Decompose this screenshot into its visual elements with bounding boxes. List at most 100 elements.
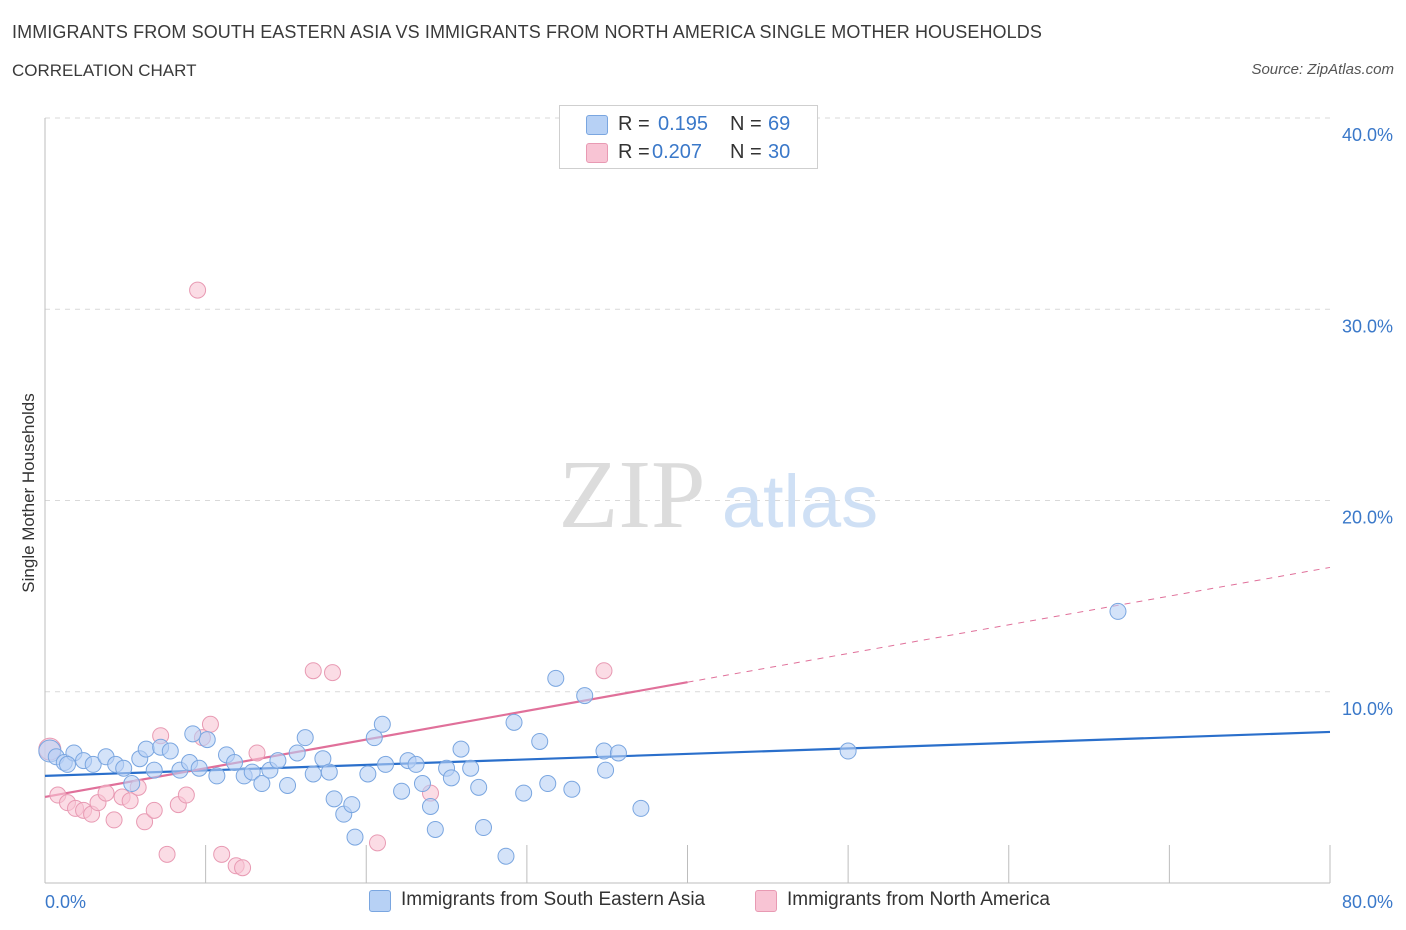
data-point [123,775,141,793]
data-point [346,828,364,846]
data-point [136,813,154,831]
data-point [145,801,163,819]
data-point [198,731,216,749]
data-point [407,755,425,773]
data-point [452,740,470,758]
data-point [365,729,383,747]
data-point [189,281,207,299]
data-point [325,790,343,808]
data-point [269,752,287,770]
data-point [158,845,176,863]
watermark-zip: ZIP [559,441,706,549]
data-points [38,281,1127,877]
legend-swatch-blue [586,115,608,135]
data-point [115,759,133,777]
data-point [121,792,139,810]
data-point [137,740,155,758]
data-point [296,729,314,747]
y-tick-label: 20.0% [1342,508,1393,528]
data-point [442,769,460,787]
legend-label: Immigrants from South Eastern Asia [401,889,706,910]
data-point [426,820,444,838]
data-point [343,796,361,814]
data-point [304,662,322,680]
data-point [839,742,857,760]
trend-line-extension [687,566,1331,683]
y-axis-label: Single Mother Households [19,393,38,592]
data-point [597,761,615,779]
data-point [1109,602,1127,620]
data-point [563,780,581,798]
data-point [576,687,594,705]
grid-lines [45,117,1330,693]
data-point [177,786,195,804]
data-point [595,662,613,680]
data-point [226,754,244,772]
data-point [288,744,306,762]
data-point [201,715,219,733]
data-point [234,859,252,877]
source-label: Source: ZipAtlas.com [1251,61,1394,78]
legend-label: Immigrants from North America [787,889,1050,910]
data-point [248,744,266,762]
data-point [84,755,102,773]
data-point [547,669,565,687]
data-point [58,755,76,773]
data-point [475,819,493,837]
data-point [145,761,163,779]
legend-r-value: 0.195 [658,113,709,135]
y-tick-label: 40.0% [1342,125,1393,145]
data-point [462,759,480,777]
data-point [505,713,523,731]
y-tick-label: 10.0% [1342,699,1393,719]
data-point [97,784,115,802]
correlation-legend: R = 0.195 N = 69 R = 0.207 N = 30 [559,105,818,169]
chart-title: IMMIGRANTS FROM SOUTH EASTERN ASIA VS IM… [12,22,1042,42]
x-tick-label-min: 0.0% [45,892,86,912]
data-point [413,775,431,793]
tick-labels: 10.0% 20.0% 30.0% 40.0% 0.0% 80.0% [45,125,1393,912]
data-point [595,742,613,760]
data-point [304,765,322,783]
legend-r-label: R = [618,113,650,135]
data-point [539,775,557,793]
data-point [393,782,411,800]
x-tick-label-max: 80.0% [1342,892,1393,912]
watermark-atlas: atlas [722,460,878,543]
data-point [190,759,208,777]
legend-swatch-pink [586,143,608,163]
data-point [324,664,342,682]
data-point [422,798,439,815]
data-point [531,732,549,750]
y-tick-label: 30.0% [1342,316,1393,336]
data-point [320,763,338,781]
data-point [368,834,386,852]
data-point [497,847,515,865]
chart-subtitle: CORRELATION CHART [12,61,197,80]
data-point [243,763,261,781]
data-point [377,755,395,773]
data-point [359,765,377,783]
data-point [632,799,650,817]
legend-n-value: 69 [768,113,791,135]
data-point [279,776,297,794]
legend-n-label: N = [730,141,762,163]
legend-swatch-blue [369,890,391,912]
legend-r-label: R = [618,141,650,163]
data-point [161,742,179,760]
data-point [184,725,202,743]
data-point [515,784,533,802]
data-point [373,715,391,733]
watermark: ZIP atlas [559,441,879,549]
legend-n-label: N = [730,113,762,135]
data-point [208,767,226,785]
data-point [609,744,627,762]
legend-swatch-pink [755,890,777,912]
legend-r-value: 0.207 [652,141,703,163]
data-point [253,775,271,793]
data-point [470,778,488,796]
data-point [105,811,123,829]
data-point [213,845,231,863]
legend-n-value: 30 [768,141,791,163]
